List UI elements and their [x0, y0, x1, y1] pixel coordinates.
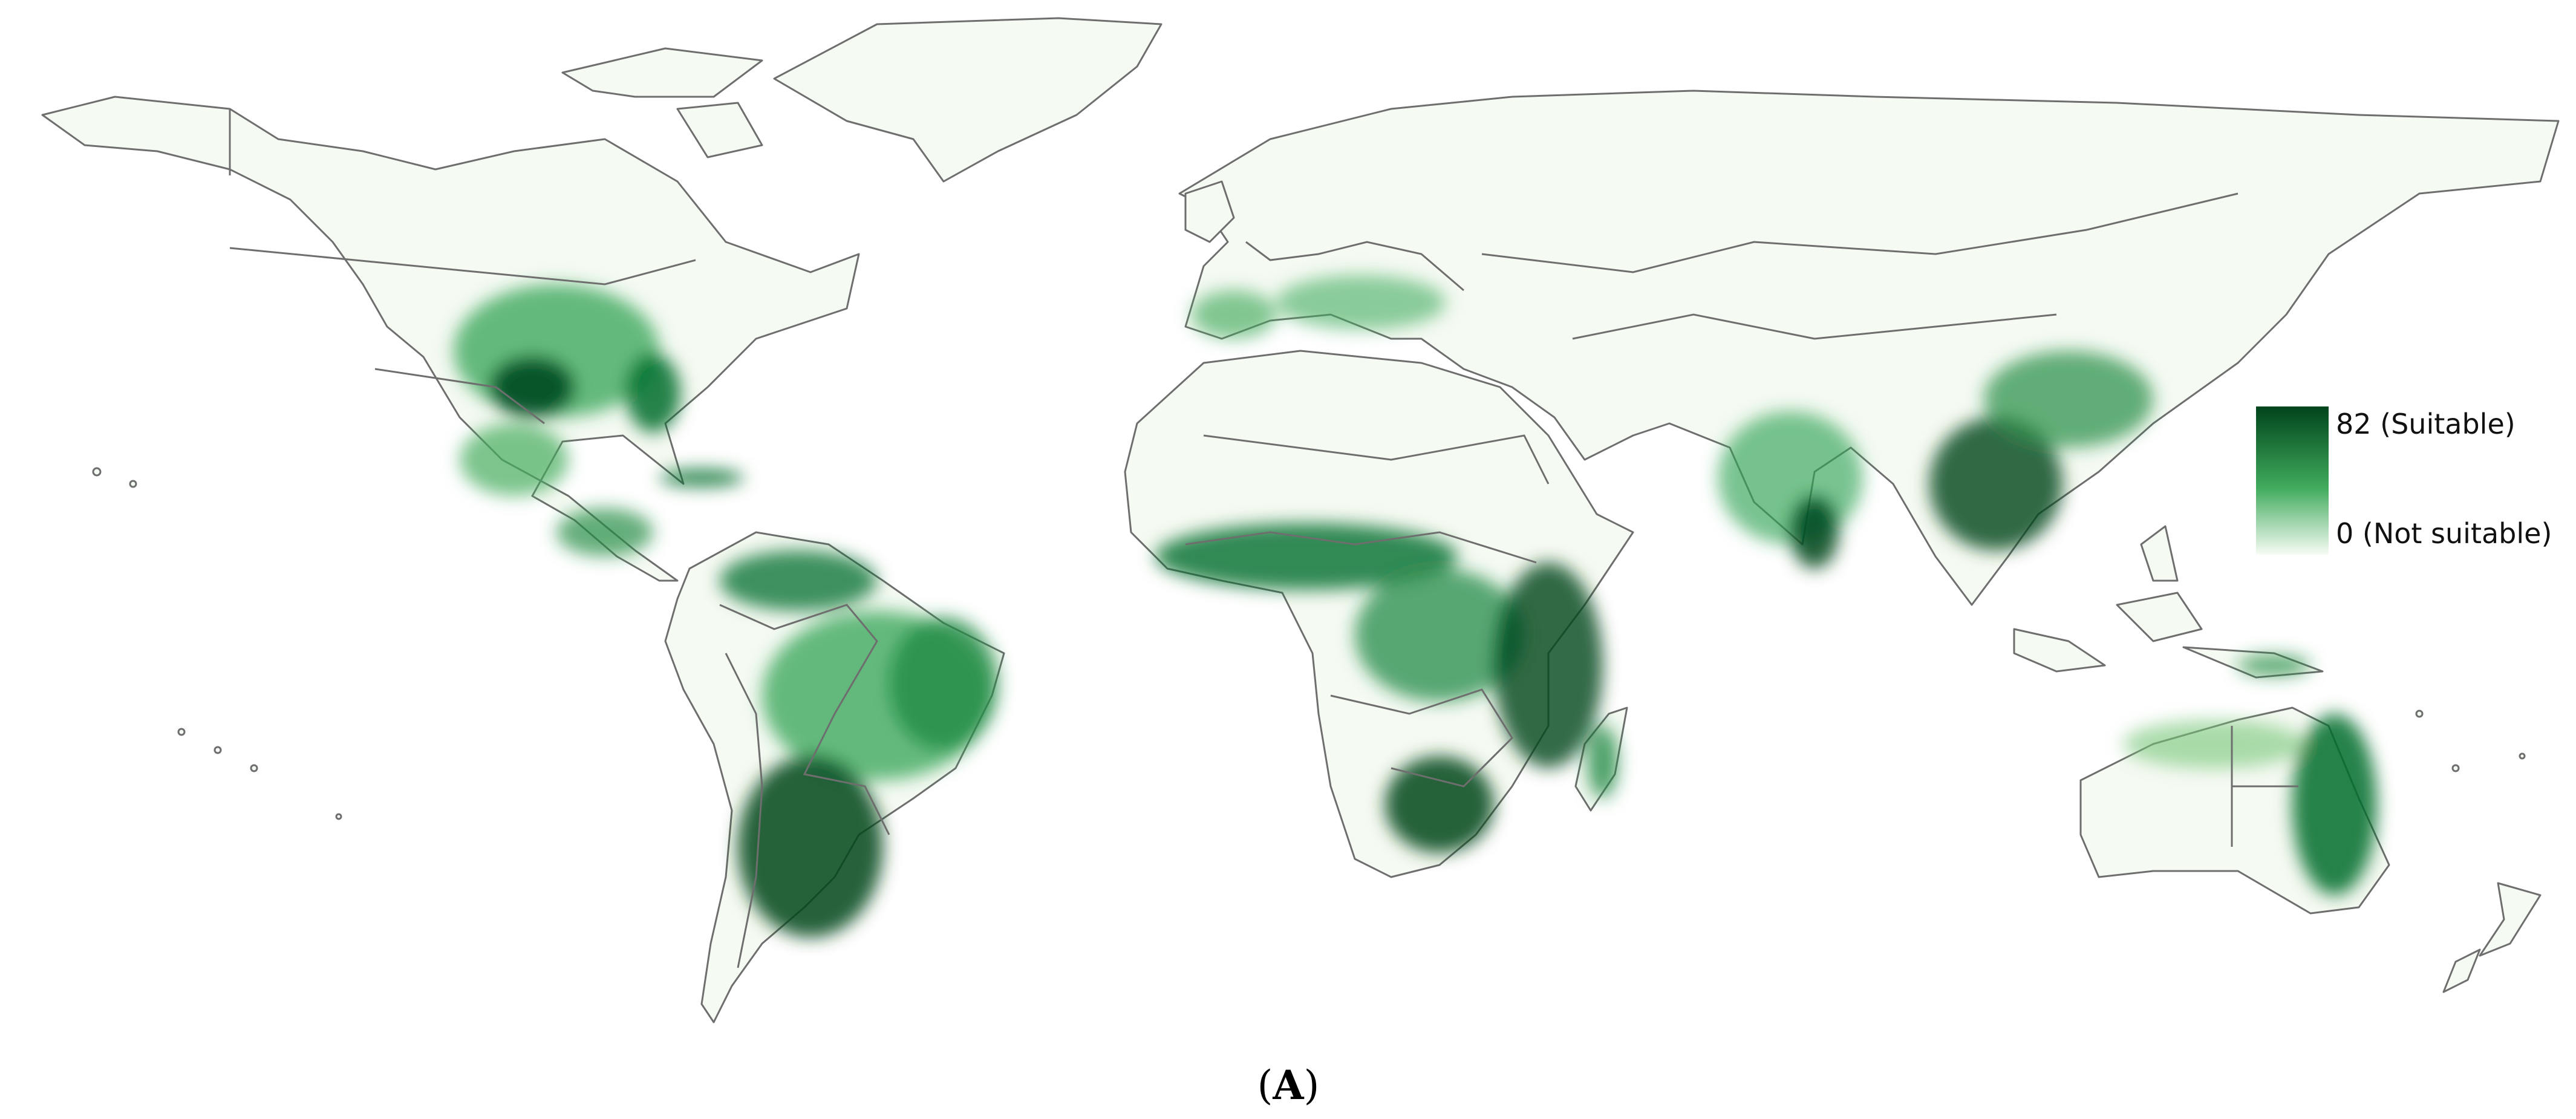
border-sahara — [1203, 434, 1550, 484]
arctic-islands — [561, 47, 763, 158]
new-zealand — [2442, 882, 2542, 993]
suit-china-south — [1984, 351, 2153, 448]
border-andes — [725, 653, 763, 968]
suit-central-africa — [1355, 569, 1524, 702]
suit-australia-east — [2292, 714, 2377, 895]
suitability-legend: 82 (Suitable) 0 (Not suitable) — [2256, 406, 2552, 555]
southeast-asia-islands — [2013, 525, 2324, 679]
panel-label: (A) — [1228, 1062, 1349, 1109]
suit-india — [1718, 411, 1863, 544]
legend-max-label: 82 (Suitable) — [2336, 408, 2516, 440]
uk-ireland — [1184, 180, 1235, 243]
suit-argentina — [738, 756, 883, 938]
suit-cuba — [659, 469, 744, 487]
suit-india-south — [1790, 496, 1839, 569]
border-asia-mid — [1572, 313, 2057, 340]
pacific-islands — [92, 467, 2526, 820]
suit-us-gulf — [490, 357, 575, 417]
greenland — [773, 17, 1162, 183]
border-russia-south — [1481, 192, 2239, 273]
suit-madagascar — [1588, 726, 1618, 798]
border-africa-mid — [1185, 531, 1537, 564]
suit-central-america — [556, 508, 653, 556]
north-america — [41, 96, 860, 582]
suit-amazon-north — [720, 550, 877, 611]
suit-mexico — [460, 423, 569, 496]
panel-label-close: ) — [1303, 1062, 1320, 1109]
panel-label-open: ( — [1257, 1062, 1273, 1109]
panel-label-letter: A — [1273, 1062, 1304, 1109]
suitability-shading — [454, 275, 2377, 938]
suit-south-africa — [1385, 756, 1494, 853]
border-brazil — [719, 604, 890, 835]
suit-east-africa — [1494, 563, 1603, 768]
suit-new-guinea — [2238, 654, 2310, 676]
suit-se-asia — [1929, 417, 2062, 550]
suit-australia-north — [2123, 720, 2304, 768]
border-us-mexico — [374, 368, 545, 425]
country-borders — [229, 109, 2298, 968]
suit-brazil-east — [889, 617, 998, 750]
land-masses — [41, 17, 2560, 1023]
border-us-canada — [229, 247, 696, 285]
suit-florida — [626, 354, 680, 432]
border-australia — [2231, 726, 2298, 847]
suit-iberia — [1192, 290, 1276, 339]
border-europe — [1245, 241, 1464, 292]
border-africa-south — [1330, 688, 1513, 788]
legend-color-ramp — [2256, 406, 2329, 555]
legend-min-label: 0 (Not suitable) — [2336, 517, 2552, 550]
suit-italy-balkans — [1276, 275, 1446, 330]
